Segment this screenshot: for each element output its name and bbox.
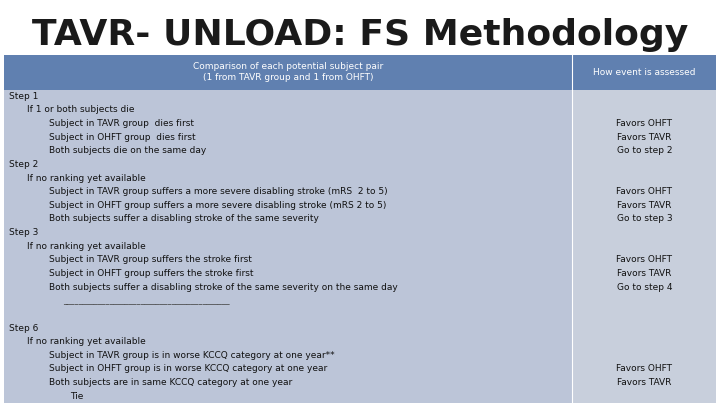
Text: Comparison of each potential subject pair
(1 from TAVR group and 1 from OHFT): Comparison of each potential subject pai…	[193, 62, 383, 82]
Text: ___________________________________________: ________________________________________…	[63, 296, 230, 305]
Text: TAVR- UNLOAD: FS Methodology: TAVR- UNLOAD: FS Methodology	[32, 18, 688, 52]
Text: Favors OHFT: Favors OHFT	[616, 119, 672, 128]
Text: Both subjects die on the same day: Both subjects die on the same day	[49, 146, 206, 156]
Text: Subject in OHFT group suffers a more severe disabling stroke (mRS 2 to 5): Subject in OHFT group suffers a more sev…	[49, 201, 387, 210]
Text: Go to step 4: Go to step 4	[616, 283, 672, 292]
Text: Favors TAVR: Favors TAVR	[617, 201, 672, 210]
Text: Subject in OHFT group is in worse KCCQ category at one year: Subject in OHFT group is in worse KCCQ c…	[49, 364, 327, 373]
Text: Go to step 3: Go to step 3	[616, 215, 672, 224]
Text: Step 3: Step 3	[9, 228, 39, 237]
Text: If no ranking yet available: If no ranking yet available	[27, 174, 146, 183]
Text: Subject in OHFT group suffers the stroke first: Subject in OHFT group suffers the stroke…	[49, 269, 253, 278]
Text: Step 6: Step 6	[9, 324, 39, 333]
Text: Both subjects suffer a disabling stroke of the same severity on the same day: Both subjects suffer a disabling stroke …	[49, 283, 397, 292]
Text: Step 2: Step 2	[9, 160, 39, 169]
Text: Tie: Tie	[71, 392, 84, 401]
Text: Both subjects suffer a disabling stroke of the same severity: Both subjects suffer a disabling stroke …	[49, 215, 319, 224]
Text: Subject in OHFT group  dies first: Subject in OHFT group dies first	[49, 133, 196, 142]
FancyBboxPatch shape	[4, 55, 716, 90]
Text: If 1 or both subjects die: If 1 or both subjects die	[27, 105, 135, 115]
Text: Favors TAVR: Favors TAVR	[617, 269, 672, 278]
Text: Subject in TAVR group is in worse KCCQ category at one year**: Subject in TAVR group is in worse KCCQ c…	[49, 351, 335, 360]
Text: Subject in TAVR group  dies first: Subject in TAVR group dies first	[49, 119, 194, 128]
FancyBboxPatch shape	[572, 90, 716, 403]
Text: Go to step 2: Go to step 2	[616, 146, 672, 156]
Text: If no ranking yet available: If no ranking yet available	[27, 242, 146, 251]
Text: Both subjects are in same KCCQ category at one year: Both subjects are in same KCCQ category …	[49, 378, 292, 387]
Text: Favors OHFT: Favors OHFT	[616, 364, 672, 373]
Text: Favors OHFT: Favors OHFT	[616, 256, 672, 264]
Text: Favors TAVR: Favors TAVR	[617, 133, 672, 142]
Text: Subject in TAVR group suffers the stroke first: Subject in TAVR group suffers the stroke…	[49, 256, 252, 264]
Text: If no ranking yet available: If no ranking yet available	[27, 337, 146, 346]
Text: Favors TAVR: Favors TAVR	[617, 378, 672, 387]
FancyBboxPatch shape	[4, 90, 572, 403]
Text: How event is assessed: How event is assessed	[593, 68, 696, 77]
Text: Favors OHFT: Favors OHFT	[616, 187, 672, 196]
Text: Subject in TAVR group suffers a more severe disabling stroke (mRS  2 to 5): Subject in TAVR group suffers a more sev…	[49, 187, 387, 196]
Text: Step 1: Step 1	[9, 92, 39, 101]
